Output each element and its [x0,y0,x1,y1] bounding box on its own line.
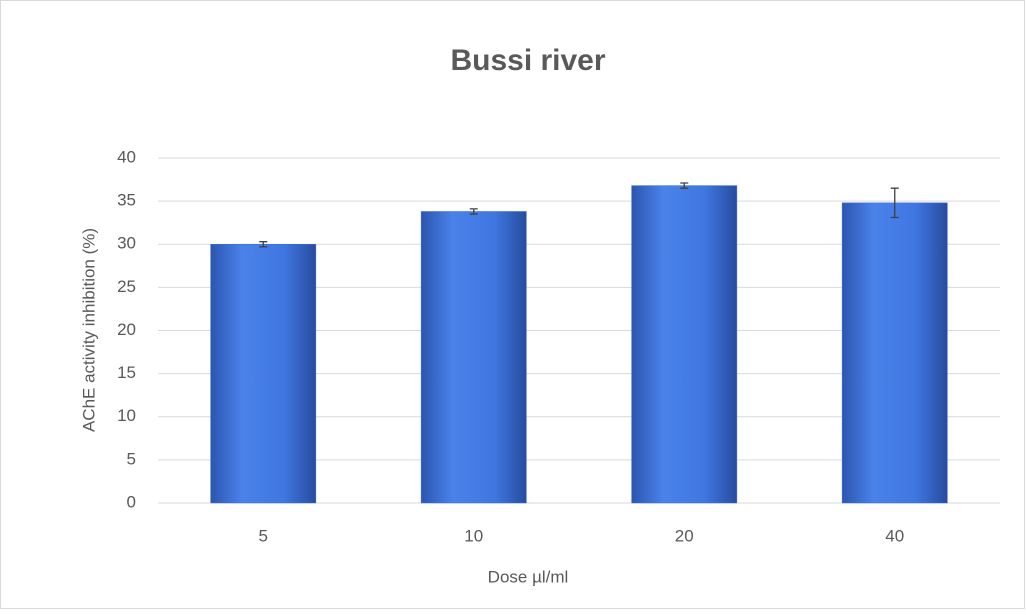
y-tick-label: 5 [127,449,136,468]
y-tick-label: 20 [117,320,136,339]
y-tick-label: 35 [117,191,136,210]
y-tick-label: 0 [127,492,136,511]
y-axis-label: AChE activity inhibition (%) [79,228,98,432]
y-tick-label: 30 [117,234,136,253]
bar [841,202,948,504]
bar [420,211,527,504]
bar [210,244,317,504]
error-bar [890,187,899,219]
y-tick-label: 10 [117,406,136,425]
x-tick-label: 20 [675,526,694,545]
bar [631,185,738,504]
x-tick-label: 5 [259,526,268,545]
y-tick-label: 40 [117,147,136,166]
error-bar [469,208,478,215]
y-tick-label: 15 [117,363,136,382]
chart-title: Bussi river [450,44,605,77]
error-bar [259,241,268,248]
x-tick-label: 40 [885,526,904,545]
x-axis-label: Dose µl/ml [488,567,569,586]
y-tick-label: 25 [117,277,136,296]
error-bar [680,182,689,189]
x-tick-label: 10 [464,526,483,545]
